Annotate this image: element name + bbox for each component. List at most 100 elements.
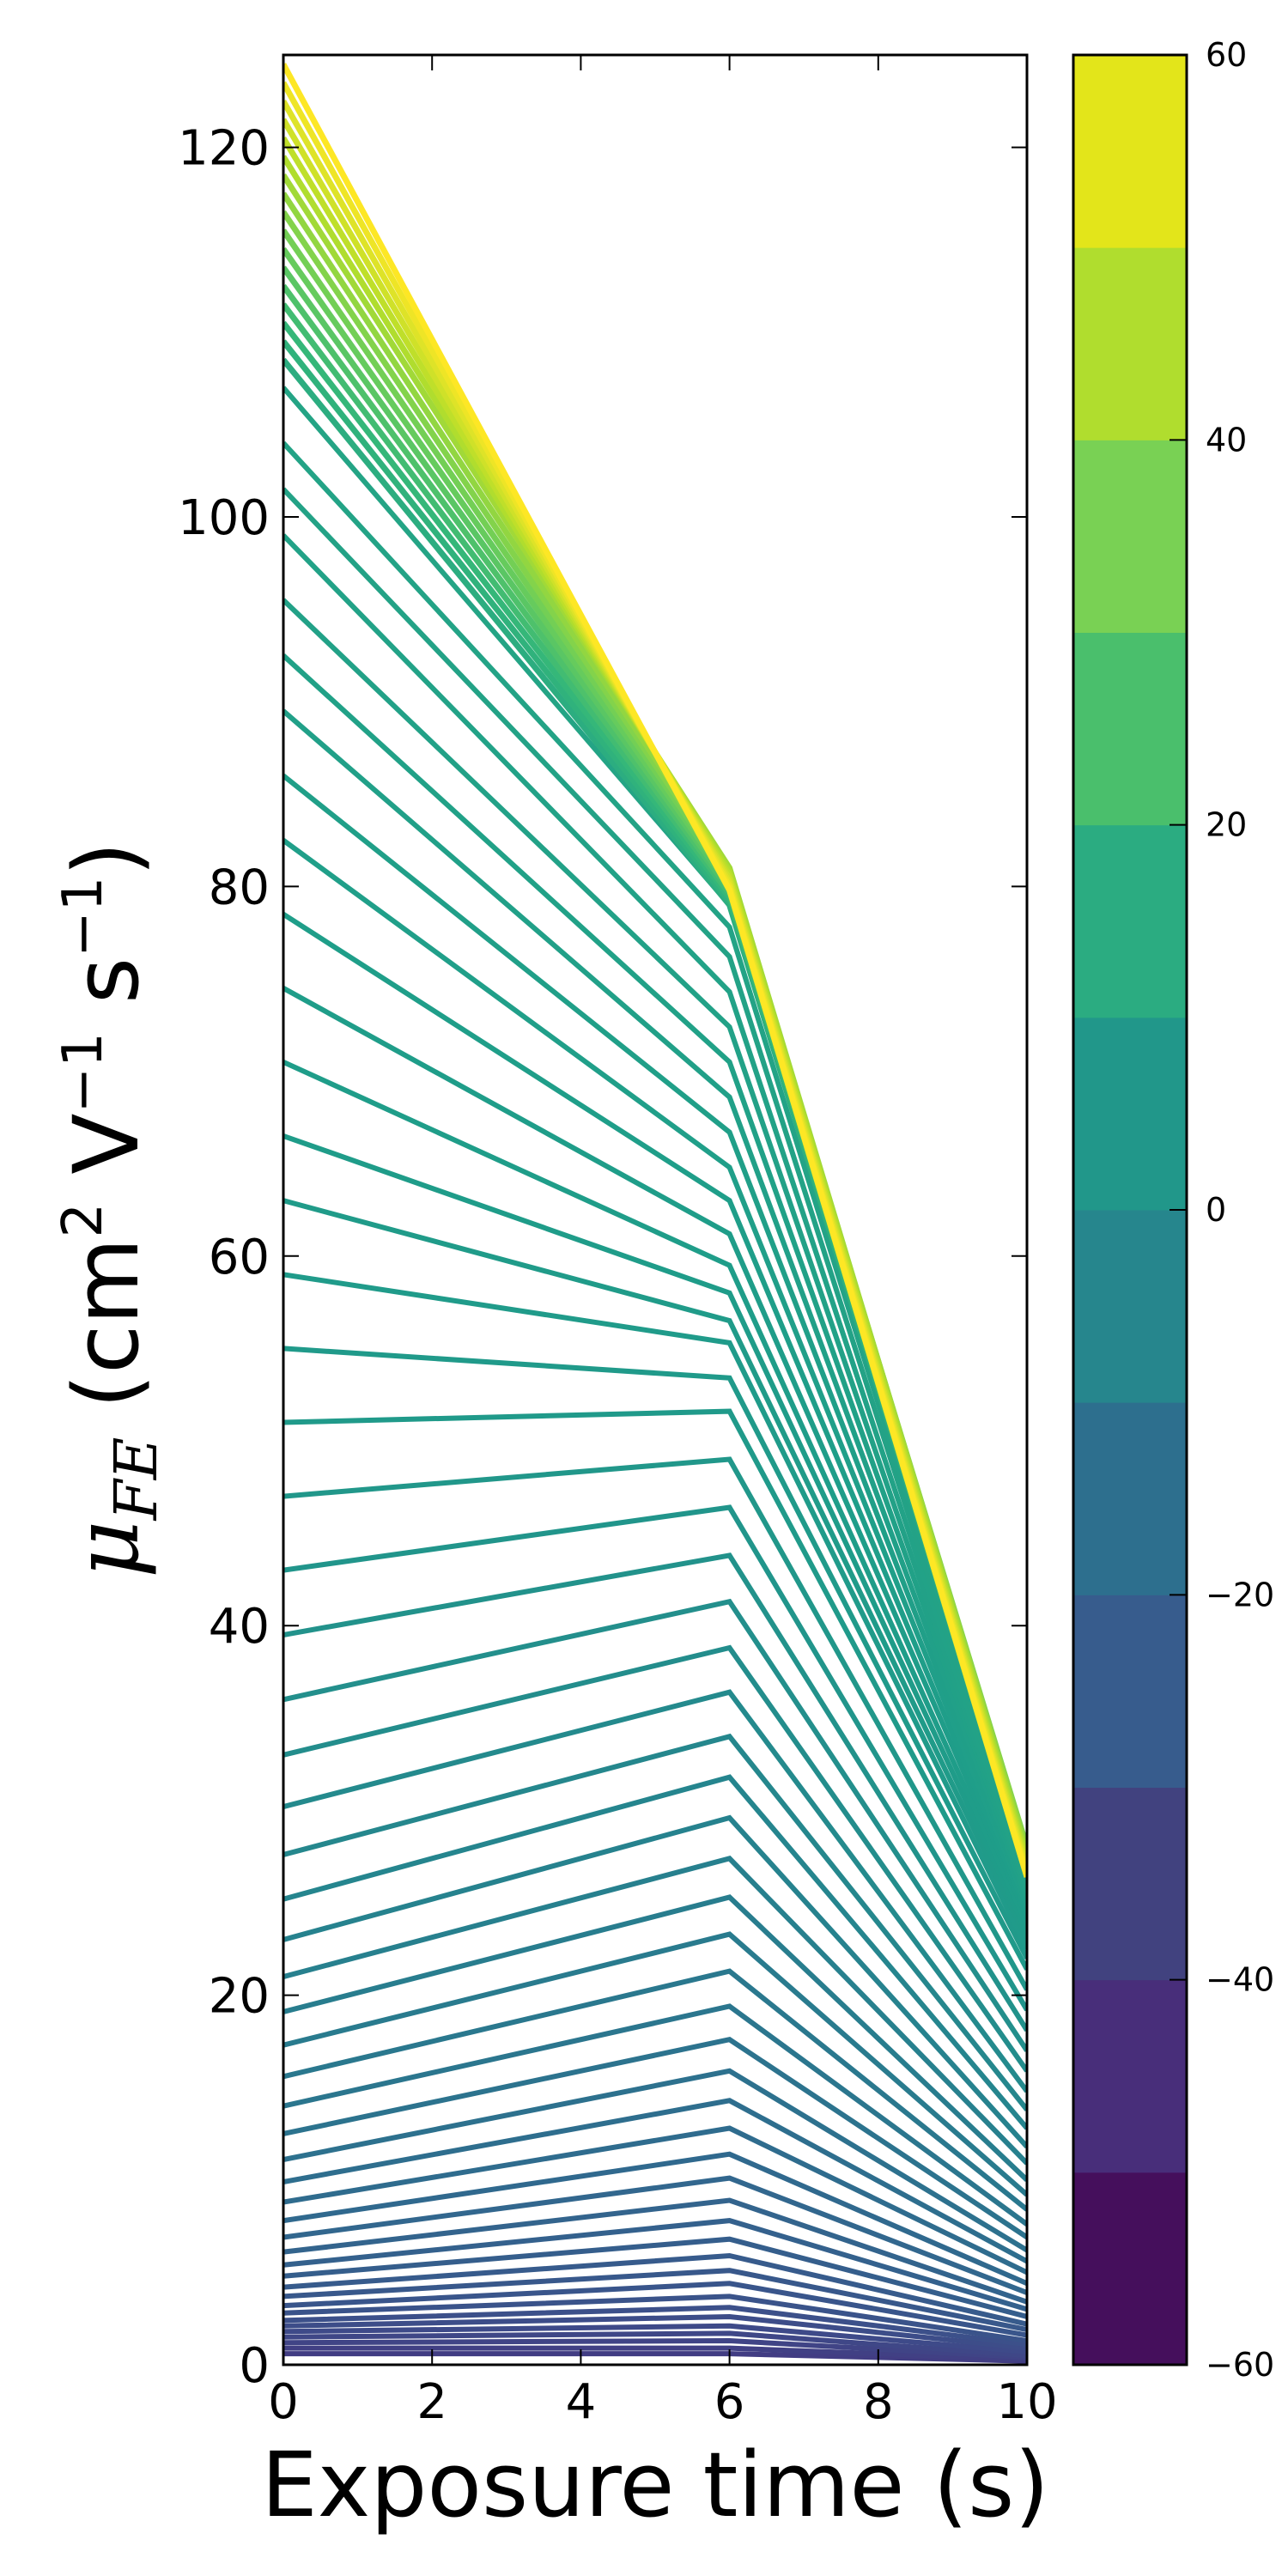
series-line-lower-26 [283, 1774, 1027, 2130]
series-line-lower-23 [283, 1894, 1027, 2182]
series-line-upper-11 [283, 598, 1027, 1893]
colorbar-band [1073, 2172, 1187, 2366]
series-line-upper-2 [283, 1198, 1027, 1941]
series-line-upper-6 [283, 912, 1027, 1913]
series-line-lower-18 [283, 2068, 1027, 2253]
y-tick-label: 60 [209, 1230, 270, 1285]
y-label-mid-1: V [54, 1114, 159, 1203]
series-line-lower-10 [283, 2252, 1027, 2327]
series-line-lower-24 [283, 1856, 1027, 2166]
series-line-lower-6 [283, 2305, 1027, 2348]
series-line-lower-21 [283, 1968, 1027, 2212]
colorbar-tick-label: −20 [1206, 1576, 1274, 1613]
series-line-lower-28 [283, 1689, 1027, 2093]
y-label-symbol: μ [54, 1520, 159, 1578]
colorbar-band [1073, 1979, 1187, 2173]
series-line-lower-17 [283, 2098, 1027, 2264]
plot-area: 0 2 4 6 8 10 0 20 40 60 80 100 120 Exposure time (s… [52, 53, 1058, 2537]
y-tick-label: 0 [239, 2338, 270, 2394]
series-line-upper-9 [283, 708, 1027, 1900]
series-line-lower-3 [283, 2330, 1027, 2359]
series-line-upper-12 [283, 533, 1027, 1889]
colorbar-band [1073, 1595, 1187, 1788]
y-axis-ticks: 0 20 40 60 80 100 120 [178, 121, 1027, 2394]
series-line-lower-19 [283, 2037, 1027, 2239]
y-label-open: (cm [54, 1237, 159, 1437]
series-line-upper-7 [283, 838, 1027, 1908]
y-tick-label: 100 [178, 490, 270, 546]
y-axis-label: μFE (cm2 V−1 s−1) [52, 841, 171, 1578]
series-line-lower-14 [283, 2175, 1027, 2295]
colorbar-band [1073, 1210, 1187, 1403]
x-tick-label: 4 [566, 2374, 597, 2430]
series-line-upper-1 [283, 1272, 1027, 1951]
y-label-sup-3: −1 [52, 877, 115, 957]
series-line-upper-0 [283, 1346, 1027, 1959]
colorbar-band [1073, 440, 1187, 633]
x-tick-label: 8 [863, 2374, 894, 2430]
series-line-upper-10 [283, 653, 1027, 1897]
series-line-lower-13 [283, 2197, 1027, 2305]
series-line-lower-2 [283, 2337, 1027, 2360]
colorbar-tick-label: 0 [1206, 1191, 1226, 1229]
series-line-lower-12 [283, 2218, 1027, 2312]
colorbar-band [1073, 1017, 1187, 1211]
series-line-lower-1 [283, 2345, 1027, 2362]
x-axis-ticks: 0 2 4 6 8 10 [268, 55, 1058, 2430]
y-label-sup-2: −1 [52, 1032, 115, 1113]
colorbar-band [1073, 247, 1187, 440]
plot-frame [282, 53, 1029, 2366]
series-line-upper-8 [283, 773, 1027, 1905]
series-line-lower-22 [283, 1931, 1027, 2197]
series-line-upper-4 [283, 1060, 1027, 1927]
colorbar-ticks: −60 −40 −20 0 20 40 60 [1170, 36, 1274, 2384]
series-line-lower-7 [283, 2293, 1027, 2343]
series-line-lower-33 [283, 1456, 1027, 1991]
series-line-lower-27 [283, 1733, 1027, 2111]
y-label-mid-2: s [54, 957, 159, 1032]
series-line-lower-34 [283, 1408, 1027, 1971]
series-line-lower-4 [283, 2323, 1027, 2354]
colorbar-bands [1073, 55, 1187, 2366]
y-label-close: ) [54, 841, 159, 877]
colorbar-band [1073, 824, 1187, 1018]
series-line-lower-30 [283, 1598, 1027, 2052]
series-line-lower-31 [283, 1552, 1027, 2032]
series-line-upper-3 [283, 1133, 1027, 1934]
y-label-subscript: FE [103, 1437, 171, 1522]
x-axis-label: Exposure time (s) [261, 2433, 1049, 2537]
series-line-upper-13 [283, 487, 1027, 1886]
series-line-top-16 [283, 63, 1027, 1878]
colorbar-tick-label: −40 [1206, 1961, 1274, 1999]
colorbar-tick-label: 20 [1206, 806, 1247, 844]
series-line-lower-8 [283, 2281, 1027, 2338]
colorbar: −60 −40 −20 0 20 40 60 [1072, 36, 1274, 2384]
colorbar-tick-label: 40 [1206, 421, 1247, 459]
x-tick-label: 0 [268, 2374, 299, 2430]
series-line-lower-25 [283, 1814, 1027, 2149]
y-tick-label: 40 [209, 1599, 270, 1655]
series-line-lower-16 [283, 2125, 1027, 2275]
series-line-lower-11 [283, 2236, 1027, 2319]
colorbar-band [1073, 55, 1187, 248]
series-line-lower-20 [283, 2003, 1027, 2227]
series-line-upper-5 [283, 986, 1027, 1919]
colorbar-tick-label: 60 [1206, 36, 1247, 74]
series-line-lower-5 [283, 2313, 1027, 2351]
colorbar-band [1073, 1787, 1187, 1981]
series-line-lower-15 [283, 2151, 1027, 2287]
x-tick-label: 2 [416, 2374, 447, 2430]
x-tick-label: 6 [714, 2374, 745, 2430]
colorbar-band [1073, 632, 1187, 826]
series-line-upper-14 [283, 440, 1027, 1882]
series-line-lower-32 [283, 1504, 1027, 2012]
y-tick-label: 80 [209, 860, 270, 915]
x-tick-label: 10 [996, 2374, 1057, 2430]
series-line-lower-29 [283, 1644, 1027, 2073]
colorbar-band [1073, 1402, 1187, 1595]
y-label-sup-1: 2 [52, 1203, 115, 1238]
colorbar-tick-label: −60 [1206, 2346, 1274, 2384]
series-line-lower-9 [283, 2268, 1027, 2333]
y-tick-label: 120 [178, 121, 270, 177]
